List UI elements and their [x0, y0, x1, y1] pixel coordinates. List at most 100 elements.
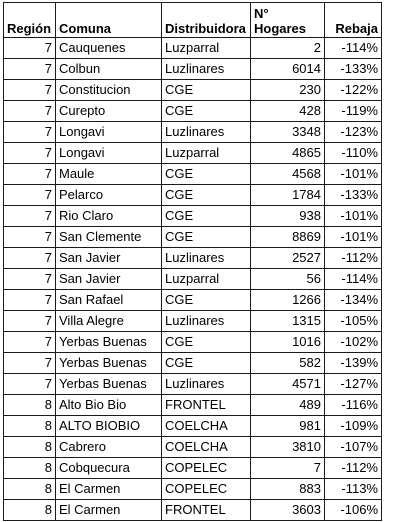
cell-region: 8 [3, 436, 56, 458]
cell-comuna: ALTO BIOBIO [55, 415, 162, 437]
cell-comuna: El Carmen [55, 499, 162, 521]
cell-rebaja: -105% [324, 310, 382, 332]
cell-hogares: 4568 [250, 163, 325, 185]
cell-region: 7 [3, 184, 56, 206]
cell-comuna: San Javier [55, 268, 162, 290]
cell-comuna: Yerbas Buenas [55, 373, 162, 395]
table-row: 7 Maule CGE 4568 -101% [3, 163, 382, 185]
header-distribuidora: Distribuidora [161, 2, 251, 38]
header-comuna: Comuna [55, 2, 162, 38]
table-row: 7 Constitucion CGE 230 -122% [3, 79, 382, 101]
cell-region: 7 [3, 352, 56, 374]
cell-hogares: 938 [250, 205, 325, 227]
cell-distribuidora: COPELEC [161, 478, 251, 500]
cell-hogares: 582 [250, 352, 325, 374]
cell-distribuidora: Luzlinares [161, 373, 251, 395]
cell-distribuidora: Luzparral [161, 37, 251, 59]
cell-rebaja: -113% [324, 478, 382, 500]
cell-hogares: 4865 [250, 142, 325, 164]
cell-distribuidora: CGE [161, 352, 251, 374]
cell-hogares: 1266 [250, 289, 325, 311]
table-row: 7 Villa Alegre Luzlinares 1315 -105% [3, 310, 382, 332]
cell-hogares: 2527 [250, 247, 325, 269]
cell-rebaja: -127% [324, 373, 382, 395]
cell-hogares: 4571 [250, 373, 325, 395]
cell-region: 7 [3, 373, 56, 395]
table-row: 8 El Carmen FRONTEL 3603 -106% [3, 499, 382, 521]
cell-comuna: San Rafael [55, 289, 162, 311]
header-hogares: N° Hogares [250, 2, 325, 38]
cell-comuna: Colbun [55, 58, 162, 80]
cell-region: 8 [3, 499, 56, 521]
table-row: 7 San Clemente CGE 8869 -101% [3, 226, 382, 248]
cell-distribuidora: Luzparral [161, 142, 251, 164]
cell-hogares: 3810 [250, 436, 325, 458]
cell-hogares: 8869 [250, 226, 325, 248]
table-row: 8 Cabrero COELCHA 3810 -107% [3, 436, 382, 458]
table-row: 7 San Javier Luzlinares 2527 -112% [3, 247, 382, 269]
cell-comuna: Cabrero [55, 436, 162, 458]
cell-region: 7 [3, 289, 56, 311]
cell-region: 7 [3, 226, 56, 248]
table-row: 7 Yerbas Buenas Luzlinares 4571 -127% [3, 373, 382, 395]
cell-rebaja: -116% [324, 394, 382, 416]
cell-hogares: 230 [250, 79, 325, 101]
cell-comuna: San Javier [55, 247, 162, 269]
cell-hogares: 2 [250, 37, 325, 59]
cell-rebaja: -112% [324, 247, 382, 269]
data-table: Región Comuna Distribuidora N° Hogares R… [3, 2, 382, 521]
cell-region: 7 [3, 310, 56, 332]
table-row: 7 Yerbas Buenas CGE 582 -139% [3, 352, 382, 374]
cell-hogares: 981 [250, 415, 325, 437]
cell-distribuidora: CGE [161, 163, 251, 185]
table-row: 7 San Rafael CGE 1266 -134% [3, 289, 382, 311]
cell-rebaja: -110% [324, 142, 382, 164]
cell-region: 8 [3, 415, 56, 437]
cell-distribuidora: CGE [161, 205, 251, 227]
cell-hogares: 1016 [250, 331, 325, 353]
cell-distribuidora: COELCHA [161, 436, 251, 458]
cell-rebaja: -112% [324, 457, 382, 479]
cell-rebaja: -101% [324, 226, 382, 248]
header-region: Región [3, 2, 56, 38]
cell-comuna: Constitucion [55, 79, 162, 101]
cell-rebaja: -119% [324, 100, 382, 122]
table-row: 7 Longavi Luzlinares 3348 -123% [3, 121, 382, 143]
cell-region: 7 [3, 121, 56, 143]
cell-distribuidora: Luzlinares [161, 310, 251, 332]
table-row: 7 Yerbas Buenas CGE 1016 -102% [3, 331, 382, 353]
cell-region: 7 [3, 331, 56, 353]
cell-rebaja: -114% [324, 268, 382, 290]
cell-rebaja: -101% [324, 205, 382, 227]
header-rebaja: Rebaja [324, 2, 382, 38]
cell-hogares: 1315 [250, 310, 325, 332]
cell-distribuidora: FRONTEL [161, 394, 251, 416]
table-row: 7 Rio Claro CGE 938 -101% [3, 205, 382, 227]
header-row: Región Comuna Distribuidora N° Hogares R… [3, 2, 382, 38]
cell-comuna: Yerbas Buenas [55, 352, 162, 374]
cell-comuna: Rio Claro [55, 205, 162, 227]
cell-comuna: Villa Alegre [55, 310, 162, 332]
cell-distribuidora: CGE [161, 79, 251, 101]
cell-hogares: 428 [250, 100, 325, 122]
cell-comuna: Cauquenes [55, 37, 162, 59]
table-body: 7 Cauquenes Luzparral 2 -114% 7 Colbun Luzlinar… [3, 37, 382, 521]
cell-region: 7 [3, 37, 56, 59]
cell-rebaja: -122% [324, 79, 382, 101]
cell-rebaja: -133% [324, 58, 382, 80]
cell-distribuidora: FRONTEL [161, 499, 251, 521]
table-row: 7 Cauquenes Luzparral 2 -114% [3, 37, 382, 59]
cell-region: 7 [3, 163, 56, 185]
table-row: 7 Curepto CGE 428 -119% [3, 100, 382, 122]
cell-region: 8 [3, 478, 56, 500]
header-hogares-line2: Hogares [254, 21, 307, 36]
cell-distribuidora: Luzlinares [161, 58, 251, 80]
cell-hogares: 1784 [250, 184, 325, 206]
cell-hogares: 6014 [250, 58, 325, 80]
table-row: 7 Colbun Luzlinares 6014 -133% [3, 58, 382, 80]
cell-region: 8 [3, 394, 56, 416]
cell-distribuidora: COELCHA [161, 415, 251, 437]
cell-rebaja: -139% [324, 352, 382, 374]
cell-region: 7 [3, 58, 56, 80]
cell-comuna: Maule [55, 163, 162, 185]
